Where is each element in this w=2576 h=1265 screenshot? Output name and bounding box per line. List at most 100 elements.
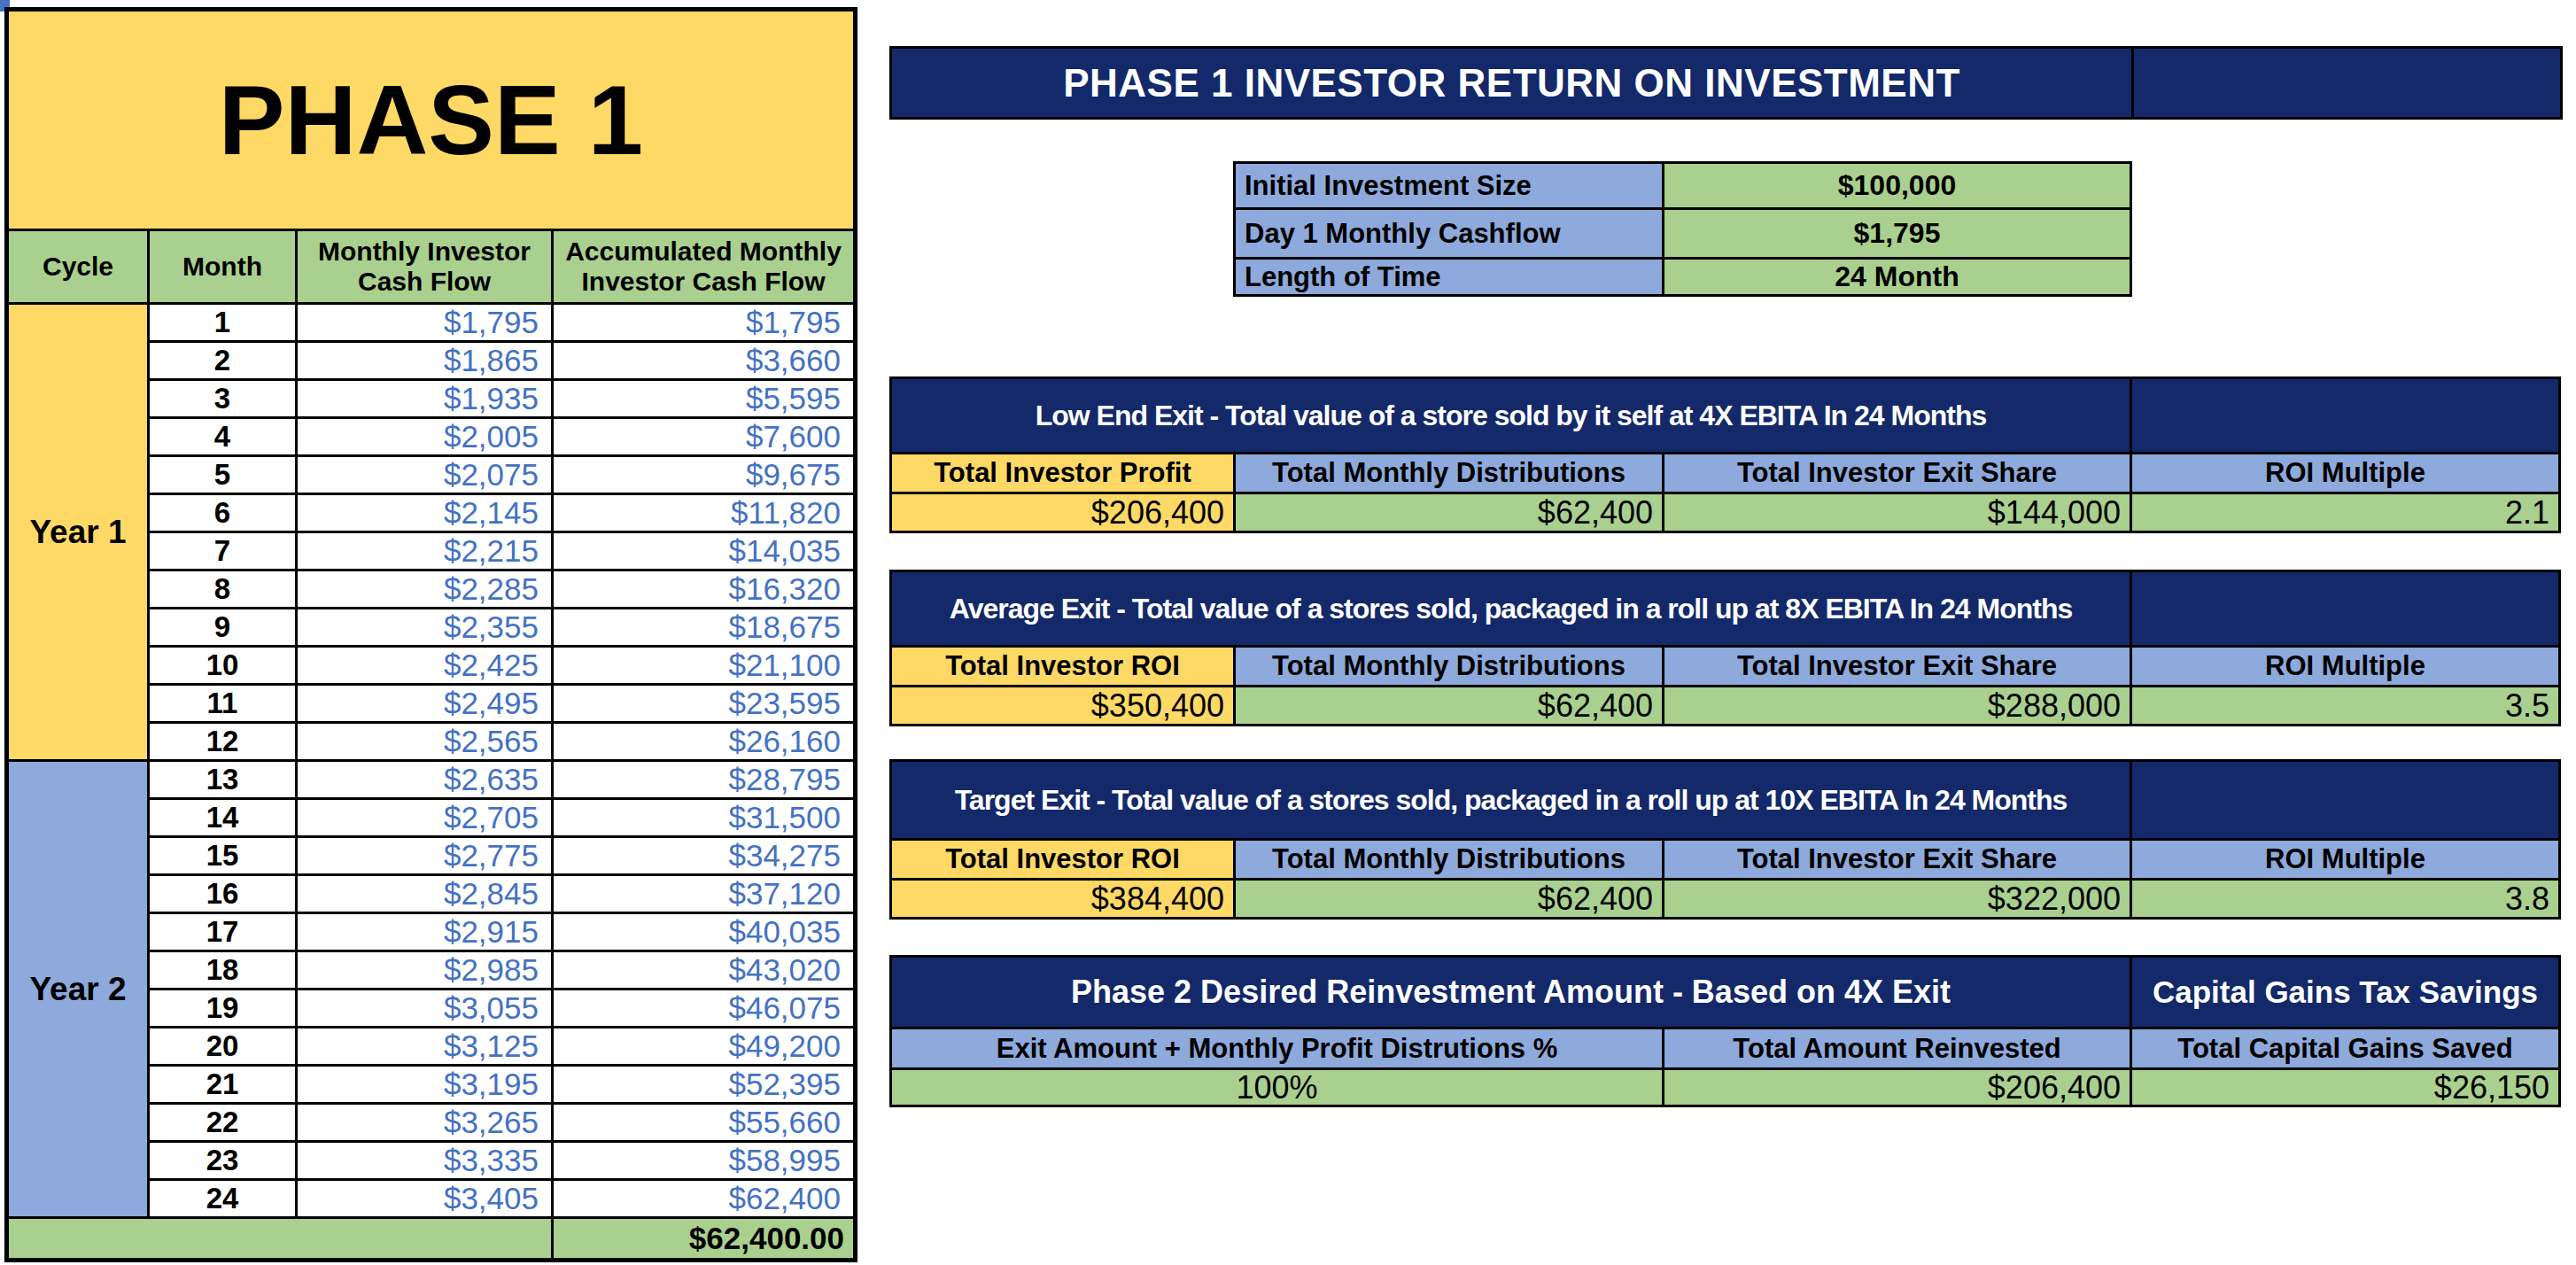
cell-monthly-cashflow-3[interactable]: $1,935 — [298, 381, 551, 416]
cell-monthly-cashflow-10[interactable]: $2,425 — [298, 648, 551, 683]
cell-monthly-cashflow-2[interactable]: $1,865 — [298, 343, 551, 378]
cell-accumulated-cashflow-18[interactable]: $43,020 — [554, 952, 853, 988]
cell-monthly-cashflow-12[interactable]: $2,565 — [298, 724, 551, 759]
cell-accumulated-cashflow-1[interactable]: $1,795 — [554, 305, 853, 340]
cell-month-18[interactable]: 18 — [150, 952, 295, 988]
cell-monthly-cashflow-24[interactable]: $3,405 — [298, 1181, 551, 1216]
cell-accumulated-cashflow-9[interactable]: $18,675 — [554, 609, 853, 645]
cell-accumulated-cashflow-15[interactable]: $34,275 — [554, 838, 853, 873]
cell-accumulated-cashflow-13[interactable]: $28,795 — [554, 762, 853, 797]
cell-month-13[interactable]: 13 — [150, 762, 295, 797]
cell-monthly-cashflow-22[interactable]: $3,265 — [298, 1105, 551, 1140]
phase2-value-total-reinvested[interactable]: $206,400 — [1664, 1070, 2130, 1105]
cell-month-16[interactable]: 16 — [150, 876, 295, 912]
cell-accumulated-cashflow-16[interactable]: $37,120 — [554, 876, 853, 912]
exit-low-end-filler-cell[interactable] — [2132, 379, 2558, 452]
exit-average-header-monthly-distributions[interactable]: Total Monthly Distributions — [1236, 648, 1662, 685]
roi-header-title-cell[interactable]: PHASE 1 INVESTOR RETURN ON INVESTMENT — [892, 49, 2131, 117]
summary-label-length-of-time[interactable]: Length of Time — [1236, 260, 1662, 294]
exit-low-header-roi-multiple[interactable]: ROI Multiple — [2132, 454, 2558, 492]
phase1-title-cell[interactable]: PHASE 1 — [9, 12, 853, 229]
cell-month-22[interactable]: 22 — [150, 1105, 295, 1140]
cell-month-10[interactable]: 10 — [150, 648, 295, 683]
exit-average-value-roi-multiple[interactable]: 3.5 — [2132, 687, 2558, 724]
exit-low-header-exit-share[interactable]: Total Investor Exit Share — [1664, 454, 2130, 492]
cell-month-19[interactable]: 19 — [150, 990, 295, 1026]
cell-month-14[interactable]: 14 — [150, 800, 295, 835]
cell-month-2[interactable]: 2 — [150, 343, 295, 378]
exit-target-filler-cell[interactable] — [2132, 762, 2558, 838]
exit-target-value-roi-multiple[interactable]: 3.8 — [2132, 881, 2558, 917]
cell-month-17[interactable]: 17 — [150, 914, 295, 950]
cell-accumulated-cashflow-21[interactable]: $52,395 — [554, 1067, 853, 1102]
cell-accumulated-cashflow-24[interactable]: $62,400 — [554, 1181, 853, 1216]
column-header-monthly-cash-flow[interactable]: Monthly Investor Cash Flow — [298, 231, 551, 302]
phase2-title-cell[interactable]: Phase 2 Desired Reinvestment Amount - Ba… — [892, 958, 2130, 1027]
phase2-header-exit-amount-pct[interactable]: Exit Amount + Monthly Profit Distrutions… — [892, 1029, 1662, 1067]
cell-accumulated-cashflow-14[interactable]: $31,500 — [554, 800, 853, 835]
exit-low-value-roi-multiple[interactable]: 2.1 — [2132, 494, 2558, 531]
phase2-value-exit-amount-pct[interactable]: 100% — [892, 1070, 1662, 1105]
exit-target-title-cell[interactable]: Target Exit - Total value of a stores so… — [892, 762, 2130, 838]
cell-accumulated-cashflow-5[interactable]: $9,675 — [554, 457, 853, 493]
year-2-group-cell[interactable]: Year 2 — [9, 762, 147, 1216]
cell-monthly-cashflow-1[interactable]: $1,795 — [298, 305, 551, 340]
cell-month-12[interactable]: 12 — [150, 724, 295, 759]
cell-monthly-cashflow-20[interactable]: $3,125 — [298, 1028, 551, 1064]
cell-month-5[interactable]: 5 — [150, 457, 295, 493]
exit-target-header-roi-multiple[interactable]: ROI Multiple — [2132, 841, 2558, 878]
cell-month-24[interactable]: 24 — [150, 1181, 295, 1216]
cell-monthly-cashflow-16[interactable]: $2,845 — [298, 876, 551, 912]
cell-monthly-cashflow-19[interactable]: $3,055 — [298, 990, 551, 1026]
cell-accumulated-cashflow-22[interactable]: $55,660 — [554, 1105, 853, 1140]
cell-accumulated-cashflow-19[interactable]: $46,075 — [554, 990, 853, 1026]
exit-average-header-roi-multiple[interactable]: ROI Multiple — [2132, 648, 2558, 685]
cell-monthly-cashflow-23[interactable]: $3,335 — [298, 1143, 551, 1178]
summary-label-initial-investment[interactable]: Initial Investment Size — [1236, 164, 1662, 207]
cell-monthly-cashflow-5[interactable]: $2,075 — [298, 457, 551, 493]
cell-accumulated-cashflow-3[interactable]: $5,595 — [554, 381, 853, 416]
cell-month-9[interactable]: 9 — [150, 609, 295, 645]
capital-gains-title-cell[interactable]: Capital Gains Tax Savings — [2132, 958, 2558, 1027]
cell-monthly-cashflow-17[interactable]: $2,915 — [298, 914, 551, 950]
cell-monthly-cashflow-6[interactable]: $2,145 — [298, 495, 551, 531]
exit-average-value-investor-roi[interactable]: $350,400 — [892, 687, 1233, 724]
roi-header-filler-cell[interactable] — [2134, 49, 2560, 117]
exit-low-value-monthly-distributions[interactable]: $62,400 — [1236, 494, 1662, 531]
cell-month-1[interactable]: 1 — [150, 305, 295, 340]
cell-monthly-cashflow-9[interactable]: $2,355 — [298, 609, 551, 645]
exit-average-header-investor-roi[interactable]: Total Investor ROI — [892, 648, 1233, 685]
exit-target-header-investor-roi[interactable]: Total Investor ROI — [892, 841, 1233, 878]
exit-average-value-monthly-distributions[interactable]: $62,400 — [1236, 687, 1662, 724]
cell-accumulated-cashflow-23[interactable]: $58,995 — [554, 1143, 853, 1178]
cell-monthly-cashflow-18[interactable]: $2,985 — [298, 952, 551, 988]
cell-monthly-cashflow-15[interactable]: $2,775 — [298, 838, 551, 873]
cell-accumulated-cashflow-17[interactable]: $40,035 — [554, 914, 853, 950]
exit-average-header-exit-share[interactable]: Total Investor Exit Share — [1664, 648, 2130, 685]
cell-accumulated-cashflow-11[interactable]: $23,595 — [554, 686, 853, 721]
summary-value-length-of-time[interactable]: 24 Month — [1664, 260, 2130, 294]
cell-accumulated-cashflow-2[interactable]: $3,660 — [554, 343, 853, 378]
cell-month-15[interactable]: 15 — [150, 838, 295, 873]
exit-low-header-investor-profit[interactable]: Total Investor Profit — [892, 454, 1233, 492]
cell-monthly-cashflow-21[interactable]: $3,195 — [298, 1067, 551, 1102]
cell-month-7[interactable]: 7 — [150, 533, 295, 569]
cell-accumulated-cashflow-6[interactable]: $11,820 — [554, 495, 853, 531]
cell-monthly-cashflow-11[interactable]: $2,495 — [298, 686, 551, 721]
exit-average-value-exit-share[interactable]: $288,000 — [1664, 687, 2130, 724]
total-row-spacer-cell[interactable] — [9, 1219, 551, 1258]
cell-monthly-cashflow-14[interactable]: $2,705 — [298, 800, 551, 835]
exit-low-end-title-cell[interactable]: Low End Exit - Total value of a store so… — [892, 379, 2130, 452]
cell-monthly-cashflow-8[interactable]: $2,285 — [298, 571, 551, 607]
cell-accumulated-cashflow-8[interactable]: $16,320 — [554, 571, 853, 607]
cell-accumulated-cashflow-12[interactable]: $26,160 — [554, 724, 853, 759]
cell-month-3[interactable]: 3 — [150, 381, 295, 416]
exit-low-header-monthly-distributions[interactable]: Total Monthly Distributions — [1236, 454, 1662, 492]
exit-target-header-monthly-distributions[interactable]: Total Monthly Distributions — [1236, 841, 1662, 878]
cell-monthly-cashflow-13[interactable]: $2,635 — [298, 762, 551, 797]
year-1-group-cell[interactable]: Year 1 — [9, 305, 147, 759]
cell-monthly-cashflow-4[interactable]: $2,005 — [298, 419, 551, 454]
cell-month-21[interactable]: 21 — [150, 1067, 295, 1102]
phase2-value-capital-gains-saved[interactable]: $26,150 — [2132, 1070, 2558, 1105]
cell-month-8[interactable]: 8 — [150, 571, 295, 607]
